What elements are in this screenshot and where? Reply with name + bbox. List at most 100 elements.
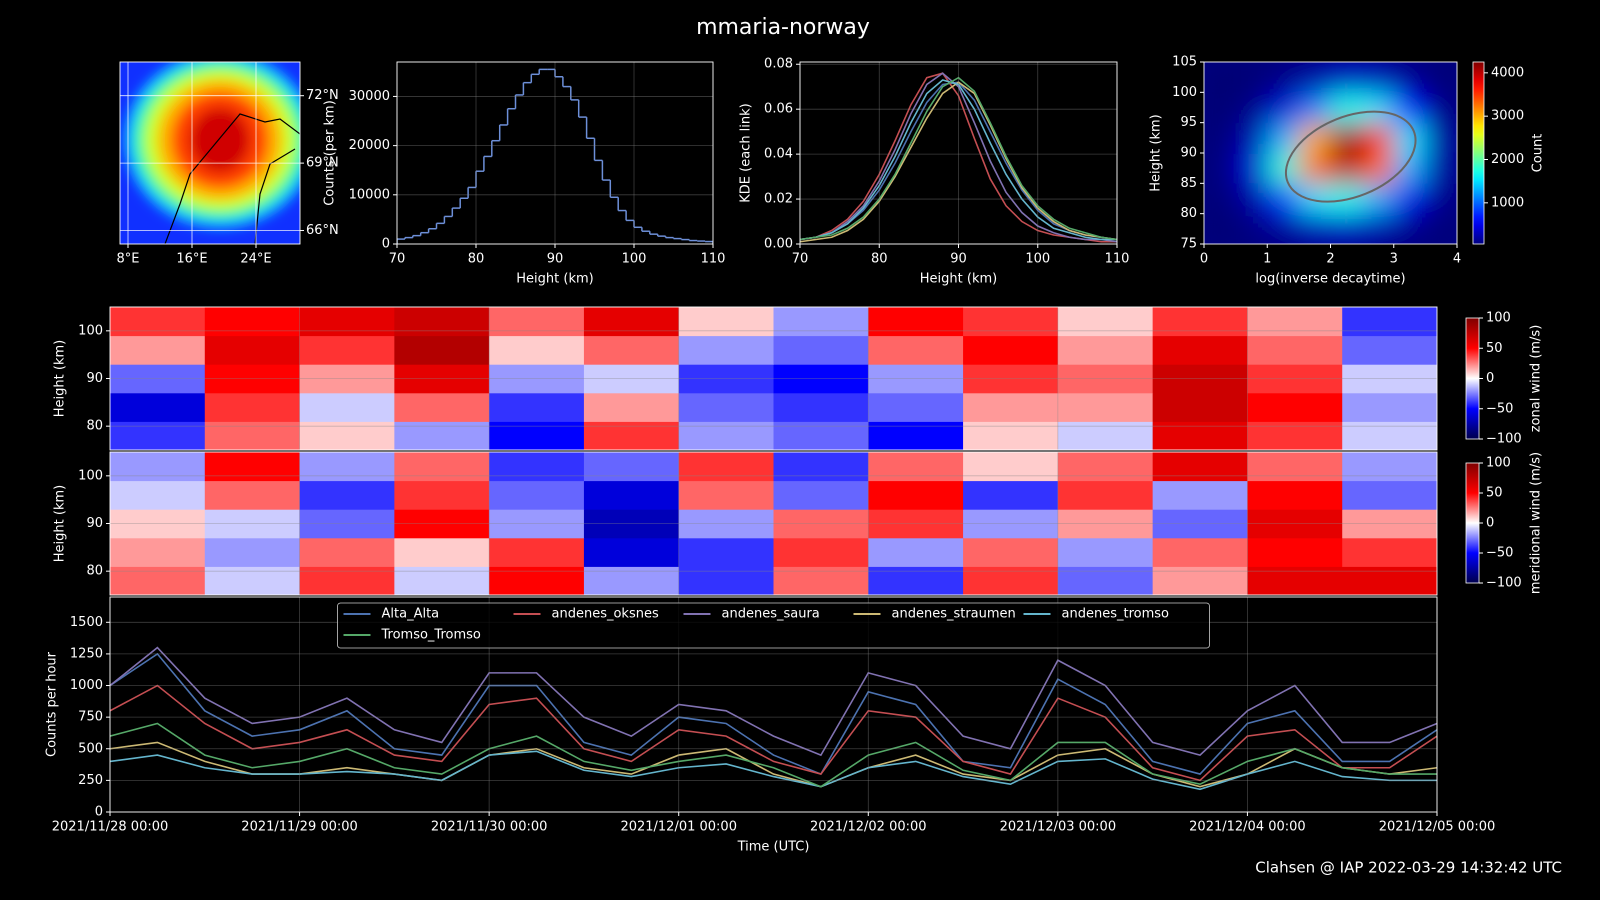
heatmap-cell bbox=[394, 566, 490, 595]
y-tick-label: 100 bbox=[78, 323, 103, 338]
heatmap-cell bbox=[773, 537, 869, 567]
heatmap-cell bbox=[1393, 122, 1426, 154]
heatmap-cell bbox=[394, 480, 490, 510]
heatmap-cell bbox=[773, 307, 869, 337]
heatmap-cell bbox=[1267, 183, 1300, 215]
heatmap-cell bbox=[583, 537, 680, 567]
x-tick-label: 2021/11/28 00:00 bbox=[52, 820, 169, 835]
axes-frame bbox=[119, 61, 301, 245]
series-line bbox=[110, 684, 1437, 782]
heatmap-cell bbox=[678, 392, 774, 422]
heatmap-cell bbox=[110, 421, 206, 450]
heatmap-cell bbox=[299, 566, 395, 595]
footer: Clahsen @ IAP 2022-03-29 14:32:42 UTC bbox=[1255, 859, 1562, 877]
heatmap-cell bbox=[1057, 307, 1154, 337]
heatmap-cell bbox=[678, 335, 774, 365]
series-line bbox=[800, 81, 1117, 243]
y-tick-label: 10000 bbox=[349, 187, 390, 202]
x-tick-label: 2021/12/05 00:00 bbox=[1379, 820, 1496, 835]
x-tick-label: 110 bbox=[1105, 252, 1130, 267]
heatmap-cell bbox=[204, 421, 301, 450]
series-line bbox=[110, 722, 1437, 788]
heatmap-cell bbox=[868, 480, 964, 510]
heatmap-cell bbox=[963, 566, 1059, 595]
y-tick-label: 80 bbox=[86, 564, 103, 579]
heatmap-cell bbox=[110, 392, 206, 422]
heatmap-cell bbox=[1362, 62, 1395, 93]
y-tick-label: 85 bbox=[1180, 176, 1197, 191]
heatmap-cell bbox=[110, 335, 206, 365]
heatmap-cell bbox=[583, 392, 680, 422]
heatmap-cell bbox=[1267, 92, 1300, 124]
x-tick-label: 110 bbox=[701, 252, 726, 267]
colorbar bbox=[1465, 317, 1480, 440]
heatmap-cell bbox=[1057, 480, 1154, 510]
heatmap-cell bbox=[868, 537, 964, 567]
legend-label: andenes_tromso bbox=[1062, 607, 1170, 622]
y-tick-label: 105 bbox=[1172, 55, 1197, 70]
heatmap-cell bbox=[1152, 537, 1248, 567]
heatmap-cell bbox=[963, 335, 1059, 365]
axes-frame bbox=[396, 61, 714, 245]
heatmap-cell bbox=[868, 392, 964, 422]
y-tick-label: 90 bbox=[86, 371, 103, 386]
heatmap-cell bbox=[1235, 153, 1268, 184]
heatmap-cell bbox=[583, 566, 680, 595]
y-tick-label: 0.06 bbox=[764, 102, 793, 117]
y-tick-label: 0.08 bbox=[764, 57, 793, 72]
heatmap-cell bbox=[1330, 153, 1363, 184]
heatmap-cells bbox=[1204, 62, 1457, 244]
heatmap-cell bbox=[1235, 122, 1268, 154]
colorbar-tick-label: 100 bbox=[1486, 456, 1511, 471]
x-tick-label: 0 bbox=[1200, 252, 1208, 267]
heatmap-cell bbox=[1393, 213, 1426, 244]
heatmap-cell bbox=[1247, 421, 1343, 450]
series-line bbox=[110, 652, 1437, 776]
heatmap-cell bbox=[299, 537, 395, 567]
colorbar-tick-label: 2000 bbox=[1491, 152, 1524, 167]
y-tick-label: 100 bbox=[1172, 85, 1197, 100]
heatmap-cell bbox=[868, 364, 964, 394]
heatmap-cell bbox=[1247, 307, 1343, 337]
y-tick-label: 1500 bbox=[70, 615, 103, 630]
heatmap-cell bbox=[1152, 421, 1248, 450]
heatmap-cell bbox=[773, 566, 869, 595]
heatmap-cell bbox=[394, 335, 490, 365]
y-axis-label: Height (km) bbox=[53, 340, 68, 417]
heatmap-cell bbox=[1152, 509, 1248, 539]
heatmap-cell bbox=[678, 364, 774, 394]
heatmap-cell bbox=[299, 421, 395, 450]
heatmap-cell bbox=[1204, 122, 1237, 154]
heatmap-cell bbox=[583, 335, 680, 365]
heatmap-cell bbox=[583, 364, 680, 394]
heatmap-cell bbox=[963, 421, 1059, 450]
heatmap-cell bbox=[1330, 62, 1363, 93]
colorbar-tick-label: −50 bbox=[1486, 546, 1513, 561]
plot-area bbox=[110, 452, 1437, 595]
heatmap-cell bbox=[773, 452, 869, 482]
heatmap-cell bbox=[489, 392, 585, 422]
heatmap-cell bbox=[773, 509, 869, 539]
heatmap-cell bbox=[110, 480, 206, 510]
heatmap-cell bbox=[299, 509, 395, 539]
heatmap-cell bbox=[1152, 307, 1248, 337]
x-tick-label: 100 bbox=[1025, 252, 1050, 267]
heatmap-cell bbox=[1057, 335, 1154, 365]
axes-frame bbox=[109, 306, 1438, 451]
heatmap-cell bbox=[963, 537, 1059, 567]
y-tick-label: 20000 bbox=[349, 138, 390, 153]
heatmap-cell bbox=[1425, 153, 1457, 184]
heatmap-cell bbox=[1204, 153, 1237, 184]
heatmap-cell bbox=[394, 364, 490, 394]
plot-area bbox=[120, 62, 300, 244]
heatmap-cell bbox=[1235, 62, 1268, 93]
heatmap-cell bbox=[868, 452, 964, 482]
heatmap-cell bbox=[1362, 122, 1395, 154]
heatmap-cell bbox=[963, 307, 1059, 337]
plot-area bbox=[110, 307, 1437, 450]
legend-label: andenes_oksnes bbox=[552, 607, 659, 622]
series-line bbox=[110, 741, 1437, 788]
heatmap-cell bbox=[299, 364, 395, 394]
y-tick-label: 90 bbox=[1180, 146, 1197, 161]
colorbar-label: Count bbox=[1531, 134, 1546, 173]
